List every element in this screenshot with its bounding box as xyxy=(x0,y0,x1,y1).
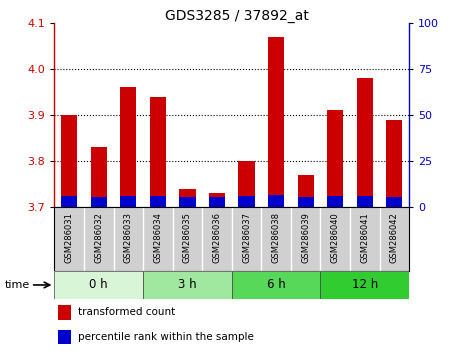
Text: transformed count: transformed count xyxy=(78,308,175,318)
Text: GSM286035: GSM286035 xyxy=(183,212,192,263)
Bar xyxy=(298,197,314,207)
Text: GSM286032: GSM286032 xyxy=(94,212,103,263)
Text: percentile rank within the sample: percentile rank within the sample xyxy=(78,332,254,342)
Text: GSM286037: GSM286037 xyxy=(242,212,251,263)
Bar xyxy=(209,193,225,207)
Bar xyxy=(357,78,373,207)
Bar xyxy=(357,196,373,207)
Text: GSM286034: GSM286034 xyxy=(153,212,162,263)
Bar xyxy=(61,115,77,207)
Text: time: time xyxy=(5,280,30,290)
Bar xyxy=(120,87,136,207)
Bar xyxy=(150,97,166,207)
Bar xyxy=(327,110,343,207)
Text: 0 h: 0 h xyxy=(89,279,108,291)
Bar xyxy=(238,196,254,207)
Bar xyxy=(232,271,320,299)
Bar xyxy=(91,147,107,207)
Bar xyxy=(61,196,77,207)
Bar xyxy=(327,196,343,207)
Text: GSM286036: GSM286036 xyxy=(212,212,221,263)
Text: GSM286039: GSM286039 xyxy=(301,212,310,263)
Bar xyxy=(150,196,166,207)
Bar xyxy=(320,271,409,299)
Text: GDS3285 / 37892_at: GDS3285 / 37892_at xyxy=(165,9,308,23)
Bar xyxy=(238,161,254,207)
Text: GSM286038: GSM286038 xyxy=(272,212,280,263)
Bar xyxy=(54,271,143,299)
Bar xyxy=(91,197,107,207)
Bar xyxy=(386,120,403,207)
Bar xyxy=(386,197,403,207)
Text: GSM286042: GSM286042 xyxy=(390,212,399,263)
Bar xyxy=(179,189,195,207)
Text: GSM286041: GSM286041 xyxy=(360,212,369,263)
Bar xyxy=(58,305,71,320)
Text: 3 h: 3 h xyxy=(178,279,197,291)
Bar xyxy=(58,330,71,344)
Bar xyxy=(298,175,314,207)
Bar xyxy=(268,37,284,207)
Text: GSM286033: GSM286033 xyxy=(124,212,133,263)
Bar xyxy=(143,271,232,299)
Text: 12 h: 12 h xyxy=(352,279,378,291)
Text: 6 h: 6 h xyxy=(267,279,286,291)
Bar xyxy=(120,196,136,207)
Text: GSM286040: GSM286040 xyxy=(331,212,340,263)
Text: GSM286031: GSM286031 xyxy=(65,212,74,263)
Bar xyxy=(268,195,284,207)
Bar xyxy=(209,197,225,207)
Bar xyxy=(179,197,195,207)
